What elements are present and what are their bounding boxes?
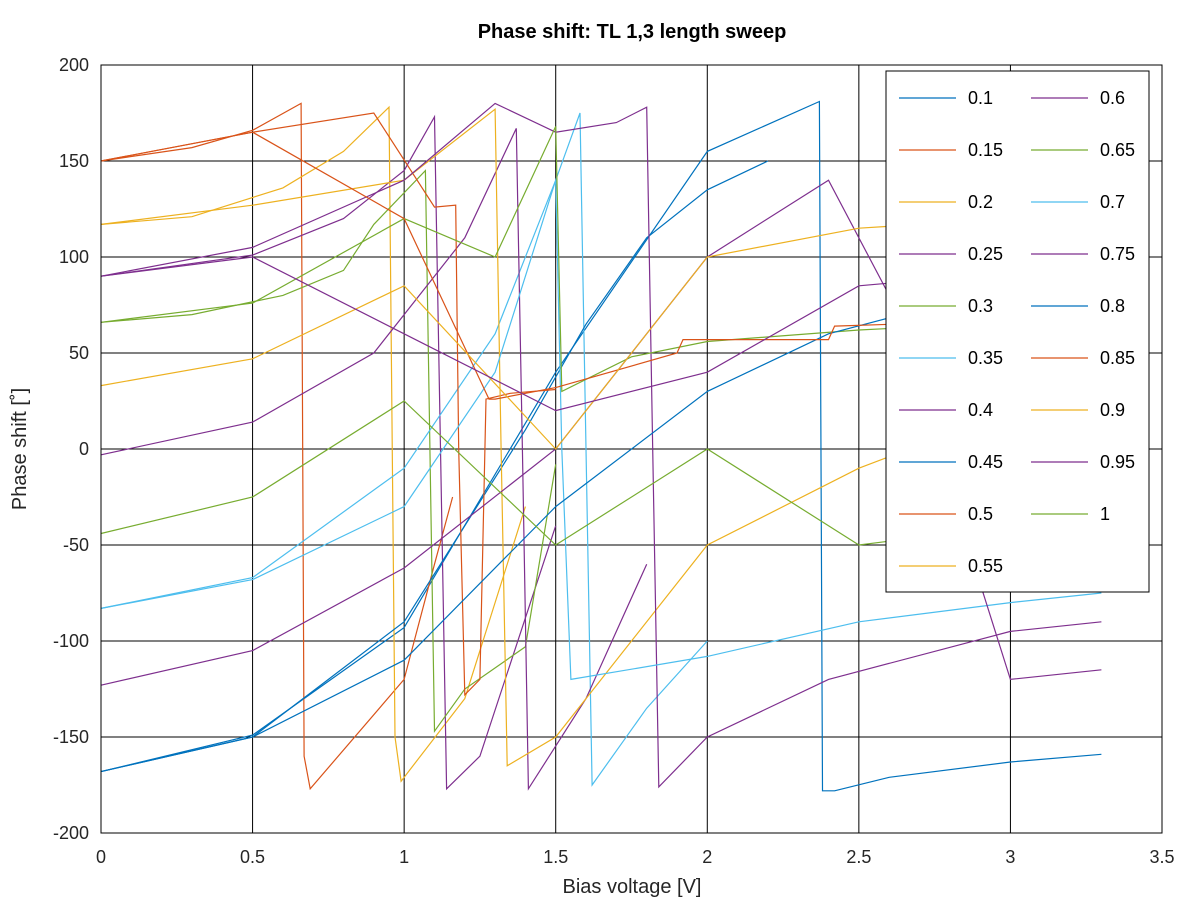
- y-tick-label: -150: [53, 727, 89, 747]
- x-tick-label: 3.5: [1149, 847, 1174, 867]
- legend: 0.1 0.15 0.2 0.25 0.3 0.35 0.4 0.45 0.5 0.55 0.6 0.…: [885, 70, 1150, 593]
- legend-label: 0.65: [1100, 140, 1135, 160]
- y-tick-label: 100: [59, 247, 89, 267]
- legend-label: 0.55: [968, 556, 1003, 576]
- series-line-0.15: [100, 102, 454, 791]
- legend-label: 0.4: [968, 400, 993, 420]
- x-tick-label: 1.5: [543, 847, 568, 867]
- legend-label: 0.15: [968, 140, 1003, 160]
- tick-labels: 0 0.5 1 1.5 2 2.5 3 3.5 200 150 100 50 0 -50 -100 -150 -…: [53, 55, 1175, 867]
- y-tick-label: 50: [69, 343, 89, 363]
- series-line-0.35: [100, 112, 708, 787]
- x-tick-label: 0: [96, 847, 106, 867]
- legend-label: 0.1: [968, 88, 993, 108]
- x-axis-label: Bias voltage [V]: [563, 876, 702, 898]
- legend-label: 0.5: [968, 504, 993, 524]
- series-line-0.2: [100, 105, 526, 783]
- legend-label: 0.85: [1100, 348, 1135, 368]
- y-axis-label: Phase shift [˚]: [9, 388, 31, 510]
- legend-label: 0.45: [968, 452, 1003, 472]
- plot-frame: [100, 64, 1163, 834]
- chart-title: Phase shift: TL 1,3 length sweep: [478, 21, 787, 43]
- y-tick-label: -100: [53, 631, 89, 651]
- legend-label: 0.8: [1100, 296, 1125, 316]
- x-tick-label: 1: [399, 847, 409, 867]
- series-line-0.5: [100, 112, 556, 697]
- legend-label: 0.7: [1100, 192, 1125, 212]
- legend-label: 0.9: [1100, 400, 1125, 420]
- series-line-0.25: [100, 114, 557, 791]
- legend-label: 0.25: [968, 244, 1003, 264]
- series-line-0.85: [100, 131, 1102, 400]
- y-tick-label: -50: [63, 535, 89, 555]
- legend-label: 0.35: [968, 348, 1003, 368]
- legend-box: [885, 70, 1150, 593]
- x-tick-label: 3: [1005, 847, 1015, 867]
- series-line-0.45: [100, 160, 769, 773]
- series-line-0.4: [100, 128, 648, 791]
- y-tick-label: 0: [79, 439, 89, 459]
- legend-label: 0.2: [968, 192, 993, 212]
- series-line-0.6: [100, 102, 1102, 789]
- series-line-0.1: [100, 100, 1102, 792]
- legend-label: 0.6: [1100, 88, 1125, 108]
- legend-label: 0.3: [968, 296, 993, 316]
- x-tick-label: 2.5: [846, 847, 871, 867]
- legend-label: 1: [1100, 504, 1110, 524]
- series-line-0.7: [100, 180, 1102, 681]
- y-tick-label: 200: [59, 55, 89, 75]
- legend-label: 0.75: [1100, 244, 1135, 264]
- y-tick-label: -200: [53, 823, 89, 843]
- legend-label: 0.95: [1100, 452, 1135, 472]
- x-tick-label: 0.5: [240, 847, 265, 867]
- x-tick-label: 2: [702, 847, 712, 867]
- y-tick-label: 150: [59, 151, 89, 171]
